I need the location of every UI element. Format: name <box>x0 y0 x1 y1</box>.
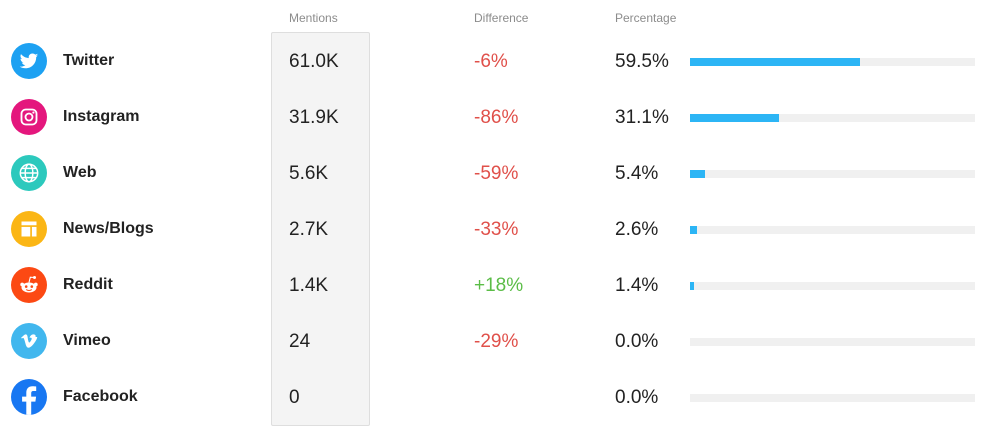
source-name: Reddit <box>63 276 113 293</box>
source-name: Twitter <box>63 52 115 69</box>
percentage-bar-fill <box>690 114 779 122</box>
source-name: Facebook <box>63 388 138 405</box>
percentage-bar <box>690 338 975 346</box>
source-row-web[interactable]: Web 5.6K -59% 5.4% <box>0 145 988 201</box>
mentions-value: 5.6K <box>289 163 329 184</box>
difference-value: -59% <box>474 163 519 184</box>
source-row-facebook[interactable]: Facebook 0 0.0% <box>0 369 988 425</box>
source-row-instagram[interactable]: Instagram 31.9K -86% 31.1% <box>0 89 988 145</box>
source-name: Instagram <box>63 108 140 125</box>
difference-value: -29% <box>474 331 519 352</box>
difference-header: Difference <box>474 11 529 25</box>
percentage-value: 1.4% <box>615 275 659 296</box>
source-row-news-blogs[interactable]: News/Blogs 2.7K -33% 2.6% <box>0 201 988 257</box>
percentage-bar-fill <box>690 282 694 290</box>
facebook-icon <box>11 379 47 415</box>
difference-value: -86% <box>474 107 519 128</box>
percentage-value: 59.5% <box>615 51 669 72</box>
globe-icon <box>11 155 47 191</box>
mentions-value: 0 <box>289 387 300 408</box>
vimeo-icon <box>11 323 47 359</box>
percentage-value: 0.0% <box>615 387 659 408</box>
instagram-icon <box>11 99 47 135</box>
source-row-vimeo[interactable]: Vimeo 24 -29% 0.0% <box>0 313 988 369</box>
percentage-value: 2.6% <box>615 219 659 240</box>
mentions-value: 24 <box>289 331 311 352</box>
source-name: Vimeo <box>63 332 111 349</box>
mentions-column-highlight <box>271 32 370 426</box>
percentage-value: 0.0% <box>615 331 659 352</box>
percentage-bar <box>690 394 975 402</box>
mentions-header: Mentions <box>289 11 338 25</box>
percentage-bar <box>690 282 975 290</box>
source-row-twitter[interactable]: Twitter 61.0K -6% 59.5% <box>0 33 988 89</box>
source-name: Web <box>63 164 97 181</box>
difference-value: +18% <box>474 275 524 296</box>
percentage-bar-fill <box>690 226 698 234</box>
percentage-bar <box>690 226 975 234</box>
percentage-value: 5.4% <box>615 163 659 184</box>
difference-value: -33% <box>474 219 519 240</box>
percentage-bar-fill <box>690 58 860 66</box>
percentage-bar <box>690 58 975 66</box>
mentions-value: 2.7K <box>289 219 329 240</box>
news-icon <box>11 211 47 247</box>
percentage-value: 31.1% <box>615 107 669 128</box>
mentions-value: 1.4K <box>289 275 329 296</box>
reddit-icon <box>11 267 47 303</box>
source-row-reddit[interactable]: Reddit 1.4K +18% 1.4% <box>0 257 988 313</box>
mentions-value: 31.9K <box>289 107 339 128</box>
percentage-bar-fill <box>690 170 706 178</box>
percentage-header: Percentage <box>615 11 677 25</box>
difference-value: -6% <box>474 51 508 72</box>
source-name: News/Blogs <box>63 220 154 237</box>
mentions-value: 61.0K <box>289 51 339 72</box>
twitter-icon <box>11 43 47 79</box>
percentage-bar <box>690 114 975 122</box>
percentage-bar <box>690 170 975 178</box>
